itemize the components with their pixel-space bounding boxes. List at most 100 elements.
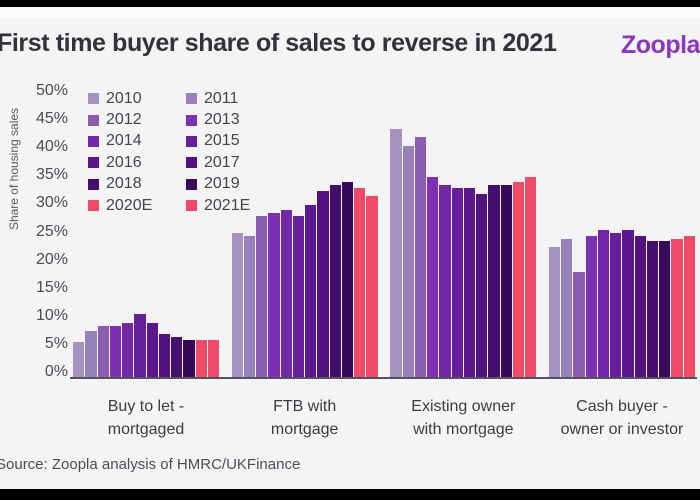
bar-group3-2019 (500, 185, 512, 379)
x-axis-category-labels: Buy to let - mortgaged FTB with mortgage Exi… (73, 395, 695, 441)
y-tick-label-10: 10% (35, 306, 68, 324)
y-tick-label-45: 45% (35, 110, 68, 128)
bar-group1-2021E (207, 339, 219, 379)
source-note: Source: Zoopla analysis of HMRC/UKFinanc… (0, 456, 301, 473)
bar-group2-2016 (305, 204, 317, 379)
bar-group4-2016 (622, 230, 634, 379)
legend-label-2013: 2013 (204, 111, 240, 129)
chart-background: First time buyer share of sales to rever… (0, 7, 700, 489)
y-tick-label-35: 35% (35, 166, 68, 184)
legend-swatch-2013 (186, 114, 197, 126)
legend-item-2013: 2013 (186, 109, 250, 130)
bar-group-3 (390, 98, 537, 379)
bar-group2-2013 (268, 213, 280, 379)
legend-label-2015: 2015 (204, 132, 240, 150)
legend-label-2018: 2018 (106, 175, 142, 193)
chart-title: First time buyer share of sales to rever… (0, 29, 557, 57)
x-label-2: FTB with mortgage (225, 395, 385, 441)
bar-group4-2015 (610, 232, 622, 379)
bar-group1-2016 (146, 322, 158, 379)
bar-group3-2011 (402, 145, 414, 379)
legend-label-2021E: 2021E (204, 196, 251, 214)
legend-swatch-2016 (88, 157, 99, 169)
legend-swatch-2010 (88, 93, 99, 105)
x-label-line: mortgaged (107, 421, 185, 438)
bar-group3-2017 (476, 193, 488, 379)
x-label-line: with mortgage (413, 421, 514, 438)
y-tick-label-15: 15% (35, 278, 68, 296)
legend-label-2010: 2010 (106, 89, 142, 107)
legend-item-2020E: 2020E (88, 195, 186, 216)
bar-group4-2012 (573, 272, 585, 379)
bar-group2-2020E (354, 187, 366, 379)
legend-item-2017: 2017 (186, 152, 250, 173)
bar-group4-2021E (683, 235, 695, 379)
legend-swatch-2015 (186, 135, 197, 147)
x-label-line: Existing owner (411, 398, 516, 415)
bar-group4-2019 (659, 241, 671, 379)
legend-label-2014: 2014 (106, 132, 142, 150)
legend-swatch-2018 (88, 178, 99, 190)
legend-item-2011: 2011 (186, 88, 250, 109)
bar-group-2 (231, 98, 378, 379)
legend-label-2019: 2019 (204, 175, 240, 193)
bar-group2-2012 (256, 216, 268, 379)
legend-item-2018: 2018 (88, 174, 186, 195)
legend-swatch-2020E (88, 200, 99, 212)
legend-item-2014: 2014 (88, 131, 186, 152)
x-label-line: Cash buyer - (576, 398, 668, 415)
y-tick-label-25: 25% (35, 222, 68, 240)
bar-group1-2017 (158, 334, 170, 379)
x-label-line: owner or investor (560, 421, 684, 438)
bar-group4-2011 (561, 238, 573, 379)
legend-label-2016: 2016 (106, 153, 142, 171)
bar-group3-2016 (463, 187, 476, 379)
bar-group3-2021E (525, 176, 537, 379)
bar-group3-2012 (414, 137, 427, 379)
legend-item-2012: 2012 (88, 109, 186, 130)
y-tick-label-0: 0% (44, 363, 68, 380)
bar-group4-2013 (585, 235, 597, 379)
legend-label-2020E: 2020E (106, 196, 153, 214)
legend-label-2012: 2012 (106, 111, 142, 129)
bar-group4-2020E (671, 238, 683, 379)
bar-group2-2015 (292, 216, 305, 379)
legend-label-2011: 2011 (204, 89, 239, 107)
bar-group1-2015 (134, 314, 146, 379)
y-tick-label-30: 30% (35, 194, 68, 212)
x-label-line: FTB with (273, 398, 337, 415)
legend-item-2016: 2016 (88, 152, 186, 173)
bar-group2-2010 (231, 232, 243, 379)
bar-group4-2017 (634, 235, 646, 379)
bar-group2-2018 (329, 185, 341, 379)
plot-area (73, 91, 695, 379)
bar-group2-2019 (341, 182, 354, 379)
bar-group1-2018 (171, 336, 183, 379)
bar-group4-2014 (597, 230, 610, 379)
legend-swatch-2012 (88, 114, 99, 126)
bar-group3-2014 (439, 185, 451, 379)
bar-groups (73, 98, 695, 379)
x-axis-line (70, 377, 697, 379)
bar-group1-2012 (97, 325, 109, 379)
y-tick-label-40: 40% (35, 138, 68, 156)
bar-group2-2017 (317, 190, 329, 379)
x-label-1: Buy to let - mortgaged (66, 395, 226, 441)
x-label-4: Cash buyer - owner or investor (542, 395, 700, 441)
bar-group1-2010 (73, 342, 85, 379)
bar-group-1 (73, 98, 219, 379)
legend-swatch-2021E (186, 200, 197, 212)
legend-swatch-2011 (186, 93, 197, 105)
y-tick-label-5: 5% (44, 334, 68, 352)
bar-group3-2020E (512, 182, 525, 379)
bar-group1-2014 (122, 322, 134, 379)
bar-group3-2013 (427, 176, 439, 379)
bar-group3-2018 (488, 185, 500, 379)
bar-group4-2018 (646, 241, 659, 379)
y-axis-tick-labels: 0% 5% 10% 15% 20% 25% 30% 35% 40% 45% 50% (0, 82, 68, 380)
bar-group2-2014 (280, 210, 292, 379)
legend-label-2017: 2017 (204, 153, 240, 171)
bar-group1-2020E (195, 339, 207, 379)
bar-group2-2011 (243, 235, 256, 379)
